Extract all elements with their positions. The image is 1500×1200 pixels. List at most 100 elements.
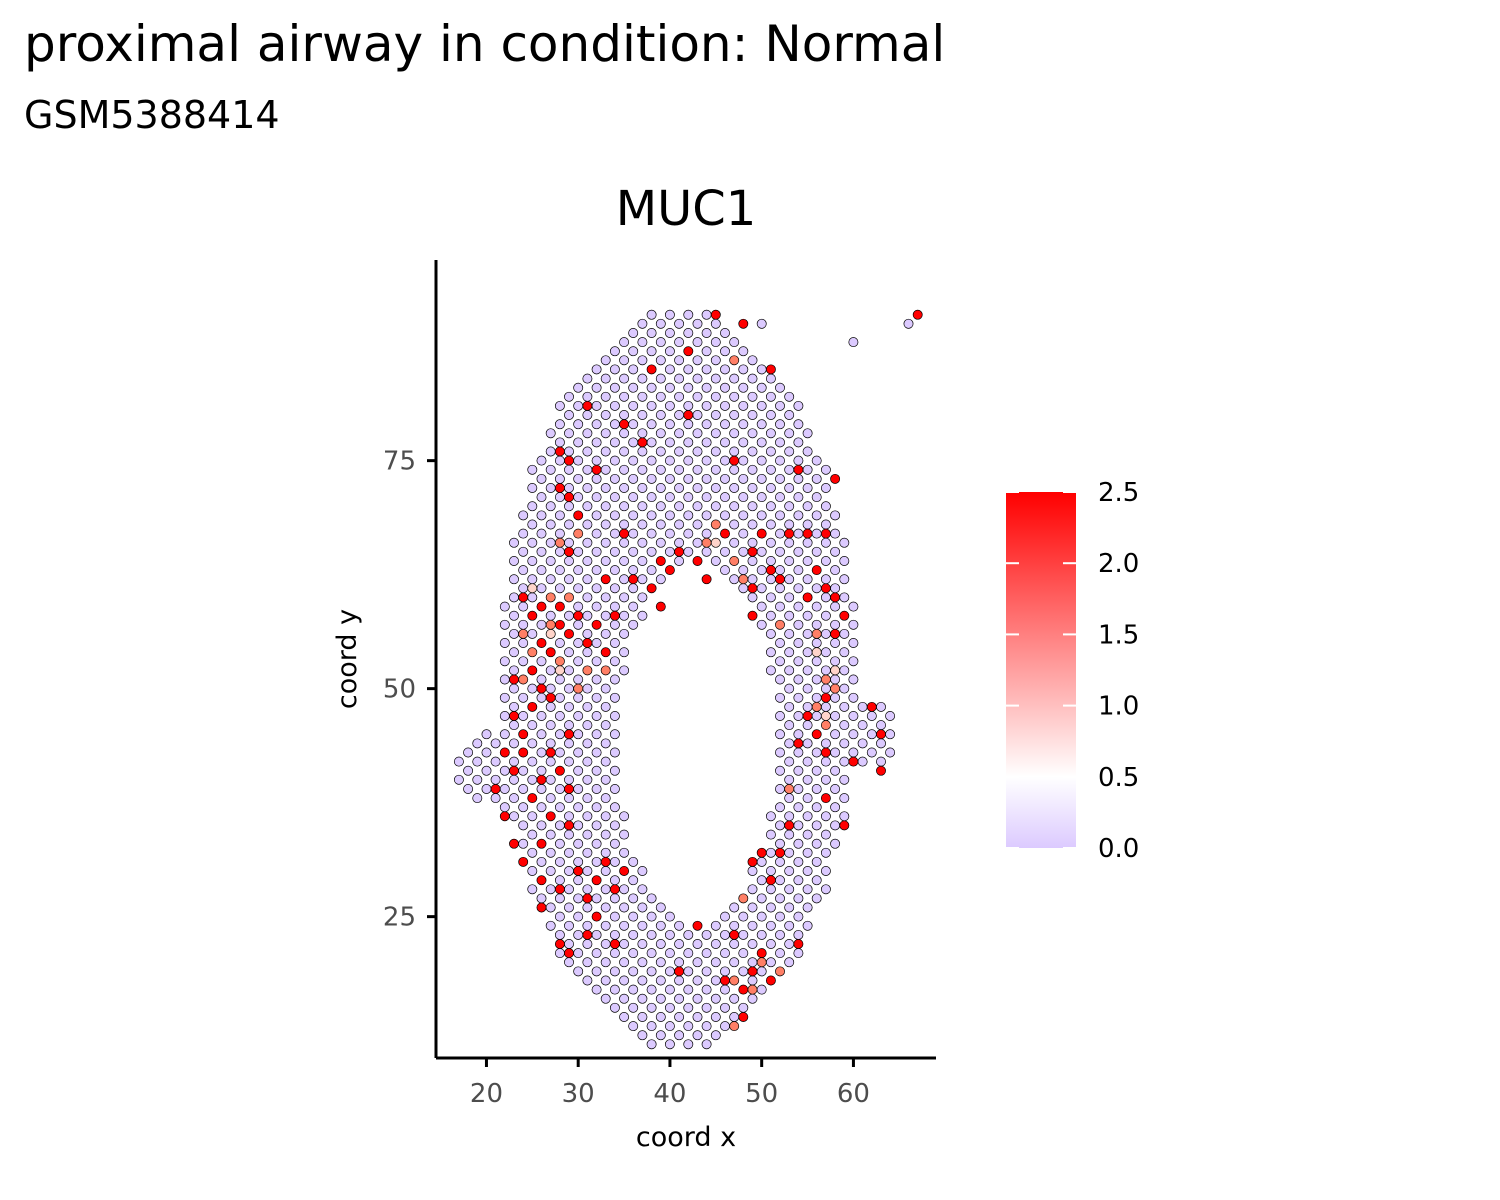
spot [747, 920, 758, 931]
spot [820, 847, 831, 858]
spot [674, 1030, 685, 1041]
spot [738, 966, 749, 977]
y-tick-label: 75 [383, 447, 416, 477]
spot [720, 382, 730, 393]
spot [600, 464, 611, 475]
spot [646, 309, 657, 320]
spot [619, 939, 630, 949]
spot [554, 546, 565, 557]
spot [664, 364, 675, 375]
spot [692, 920, 703, 931]
spot [775, 437, 785, 448]
spot [756, 966, 767, 977]
spot [518, 784, 529, 794]
spot [756, 856, 767, 867]
spot [600, 957, 611, 968]
spot [839, 756, 850, 767]
spot [637, 318, 648, 329]
spot [655, 920, 666, 931]
spot [564, 884, 574, 895]
spot [820, 711, 831, 721]
x-tick-label: 20 [470, 1079, 503, 1109]
spot [646, 565, 657, 576]
spot [830, 820, 841, 831]
spot [765, 957, 776, 968]
spot [582, 902, 593, 913]
spot [600, 446, 611, 457]
spot [536, 492, 547, 503]
spot [518, 510, 529, 521]
spot [775, 528, 785, 539]
spot [701, 382, 712, 393]
spot [747, 583, 758, 594]
spot [573, 619, 584, 630]
spot [701, 328, 712, 338]
spot [591, 455, 602, 466]
spot [554, 765, 565, 776]
spot [628, 875, 639, 886]
spot [775, 784, 785, 794]
spot [756, 528, 767, 539]
spot [839, 738, 850, 749]
spot [674, 428, 685, 439]
spot [738, 546, 749, 557]
spot [811, 838, 822, 849]
spot [582, 428, 593, 439]
spot [536, 856, 547, 867]
spot [811, 784, 822, 794]
spot [637, 464, 648, 475]
spot [536, 820, 547, 831]
spot [784, 902, 795, 913]
spot [765, 665, 776, 676]
spot [554, 656, 565, 667]
spot [710, 464, 721, 475]
spot [729, 410, 740, 420]
spot [655, 318, 666, 329]
spot [710, 957, 721, 968]
spot [802, 556, 813, 566]
spot [738, 318, 749, 329]
spot [830, 601, 841, 612]
spot [655, 574, 666, 585]
spot [664, 984, 675, 995]
spot [784, 556, 795, 566]
spot [701, 984, 712, 995]
spot [839, 701, 850, 712]
spot [536, 711, 547, 721]
spot [564, 464, 574, 475]
spot [564, 847, 574, 858]
spot [655, 902, 666, 913]
spot [784, 847, 795, 858]
spot [729, 929, 740, 940]
spot [564, 793, 574, 804]
spot [674, 546, 685, 557]
spot [564, 866, 574, 876]
spot [518, 747, 529, 758]
spot [765, 537, 776, 548]
spot [830, 802, 841, 813]
spot [619, 665, 630, 676]
spot [600, 391, 611, 402]
spot [793, 911, 804, 922]
spot [463, 747, 474, 758]
spot [775, 674, 785, 685]
spot [582, 939, 593, 949]
spot [564, 939, 574, 949]
spot [674, 464, 685, 475]
spot [820, 583, 831, 594]
legend-tick-label: 0.5 [1098, 763, 1139, 793]
spot [518, 838, 529, 849]
spot [820, 528, 831, 539]
spot [793, 473, 804, 484]
spot [554, 537, 565, 548]
legend-tick-label: 2.0 [1098, 549, 1139, 579]
spot [609, 546, 620, 557]
spot [820, 592, 831, 603]
spot [554, 619, 565, 630]
spot [564, 774, 574, 785]
spot [536, 747, 547, 758]
spot [830, 628, 841, 639]
spot [655, 446, 666, 457]
spot [554, 510, 565, 521]
spot [554, 893, 565, 904]
